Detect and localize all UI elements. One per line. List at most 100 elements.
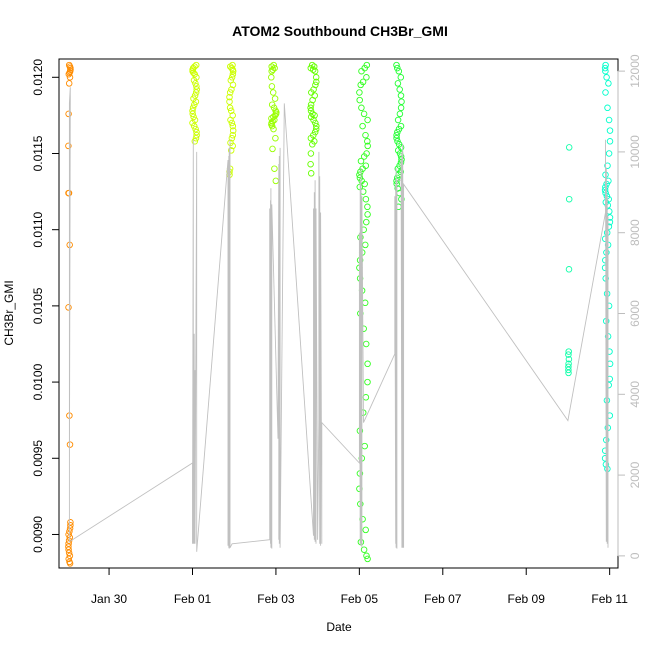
data-point bbox=[356, 171, 363, 179]
data-point bbox=[65, 70, 73, 78]
data-point bbox=[311, 112, 318, 119]
data-point bbox=[395, 67, 403, 75]
data-point bbox=[190, 122, 198, 130]
data-point bbox=[397, 74, 405, 81]
data-point bbox=[396, 86, 403, 93]
series-2 bbox=[226, 61, 237, 179]
data-point bbox=[312, 119, 319, 127]
data-point bbox=[227, 107, 235, 115]
y2-tick-label: 0 bbox=[628, 552, 642, 559]
data-point bbox=[268, 83, 276, 90]
data-point bbox=[269, 118, 276, 125]
y2-tick-label: 12000 bbox=[628, 54, 642, 88]
data-point bbox=[394, 147, 402, 154]
data-point bbox=[357, 81, 364, 89]
data-point bbox=[269, 66, 277, 73]
data-point bbox=[269, 145, 276, 153]
x-tick-label: Jan 30 bbox=[91, 592, 127, 606]
data-point bbox=[193, 131, 200, 139]
data-point bbox=[362, 195, 370, 203]
data-point bbox=[363, 218, 370, 226]
data-point bbox=[226, 89, 234, 96]
data-point bbox=[192, 89, 200, 96]
data-point bbox=[226, 93, 233, 101]
data-point bbox=[312, 125, 320, 133]
data-point bbox=[605, 116, 613, 124]
data-point bbox=[65, 546, 72, 553]
data-point bbox=[396, 110, 404, 118]
data-point bbox=[190, 113, 197, 121]
data-point bbox=[269, 89, 277, 96]
data-point bbox=[65, 531, 72, 538]
data-point bbox=[66, 74, 74, 81]
data-point bbox=[65, 110, 72, 118]
data-point bbox=[393, 134, 400, 142]
data-point bbox=[307, 104, 314, 112]
data-point bbox=[398, 98, 405, 105]
data-point bbox=[603, 74, 610, 81]
data-point bbox=[313, 122, 320, 130]
data-point bbox=[565, 348, 572, 355]
data-point bbox=[189, 119, 196, 127]
data-point bbox=[397, 92, 405, 99]
data-point bbox=[229, 131, 237, 139]
data-point bbox=[565, 266, 573, 273]
x-tick-label: Feb 05 bbox=[341, 592, 379, 606]
data-point bbox=[307, 107, 315, 115]
altitude-line bbox=[68, 87, 609, 552]
data-point bbox=[65, 540, 72, 547]
data-point bbox=[604, 202, 612, 209]
data-point bbox=[227, 147, 235, 154]
data-point bbox=[364, 116, 371, 124]
data-point bbox=[309, 66, 317, 73]
data-point bbox=[358, 104, 365, 112]
y2-tick-label: 6000 bbox=[628, 300, 642, 327]
data-point bbox=[364, 378, 371, 386]
data-point bbox=[604, 162, 611, 169]
data-point bbox=[313, 78, 320, 86]
x-axis-label: Date bbox=[326, 620, 352, 634]
data-point bbox=[229, 81, 237, 89]
data-point bbox=[565, 144, 573, 151]
data-point bbox=[229, 70, 237, 78]
data-point bbox=[393, 61, 400, 69]
data-point bbox=[394, 64, 401, 72]
data-point bbox=[394, 185, 401, 192]
x-tick-label: Feb 03 bbox=[257, 592, 295, 606]
data-point bbox=[565, 369, 572, 377]
data-point bbox=[311, 67, 319, 75]
data-point bbox=[357, 168, 364, 176]
data-point bbox=[66, 552, 74, 560]
data-point bbox=[361, 180, 368, 188]
data-point bbox=[606, 127, 614, 134]
data-point bbox=[397, 104, 405, 112]
data-point bbox=[360, 110, 368, 118]
data-point bbox=[601, 64, 609, 72]
y-tick-label: 0.0100 bbox=[31, 363, 45, 400]
data-point bbox=[307, 170, 315, 177]
data-point bbox=[192, 134, 200, 142]
data-point bbox=[359, 122, 366, 130]
data-point bbox=[394, 116, 402, 124]
data-point bbox=[394, 128, 401, 136]
data-point bbox=[362, 131, 369, 139]
data-point bbox=[565, 195, 573, 203]
data-point bbox=[364, 211, 371, 218]
series-0 bbox=[65, 61, 74, 567]
data-point bbox=[602, 61, 609, 69]
data-point bbox=[312, 74, 320, 81]
series-layer bbox=[65, 61, 614, 567]
y-tick-label: 0.0120 bbox=[31, 59, 45, 96]
data-point bbox=[192, 125, 199, 133]
data-point bbox=[362, 340, 370, 348]
data-point bbox=[65, 80, 73, 87]
data-point bbox=[268, 122, 276, 130]
data-point bbox=[356, 96, 363, 104]
data-point bbox=[605, 150, 613, 157]
y2-tick-label: 8000 bbox=[628, 219, 642, 246]
data-point bbox=[191, 101, 198, 108]
y-tick-label: 0.0110 bbox=[31, 211, 45, 247]
data-point bbox=[189, 107, 196, 115]
y2-tick-label: 4000 bbox=[628, 381, 642, 408]
data-point bbox=[229, 127, 237, 134]
